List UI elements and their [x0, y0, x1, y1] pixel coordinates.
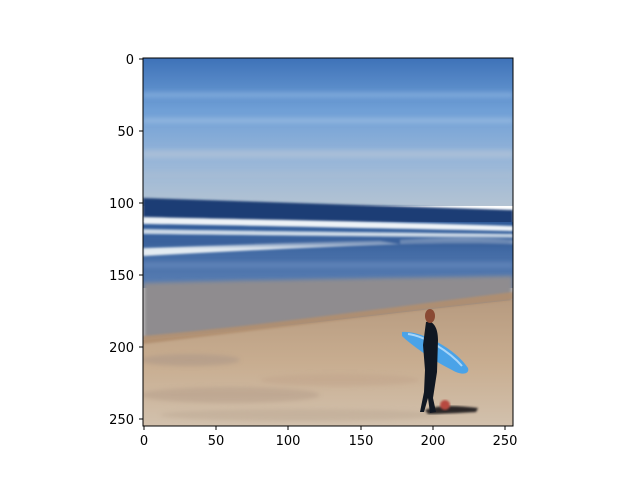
x-tick-label: 150 [349, 434, 374, 449]
axes-frame [142, 57, 514, 427]
y-axis: 0 50 100 150 200 250 [109, 53, 143, 428]
sky-streaks [143, 92, 513, 178]
sand-edge [143, 292, 513, 344]
y-tick-label: 150 [109, 269, 134, 284]
y-tick-label: 200 [109, 341, 134, 356]
y-tick-label: 0 [126, 53, 134, 68]
wetsuit [420, 321, 438, 413]
surfer-shadow [425, 406, 478, 414]
x-tick-label: 200 [421, 434, 446, 449]
wet-sand [143, 276, 513, 340]
x-tick-label: 50 [208, 434, 225, 449]
y-tick-label: 250 [109, 413, 134, 428]
x-axis: 0 50 100 150 200 250 [140, 426, 518, 449]
water-foam [143, 238, 513, 268]
sand-shading [143, 354, 440, 421]
x-tick-label: 100 [276, 434, 301, 449]
surfer [402, 309, 478, 414]
y-tick-label: 50 [117, 125, 134, 140]
x-tick-label: 0 [140, 434, 148, 449]
beach-photo [143, 58, 513, 426]
sky [143, 58, 513, 206]
red-bag [440, 400, 450, 410]
surfer-head [425, 309, 435, 323]
y-tick-label: 100 [109, 197, 134, 212]
x-tick-label: 250 [493, 434, 518, 449]
